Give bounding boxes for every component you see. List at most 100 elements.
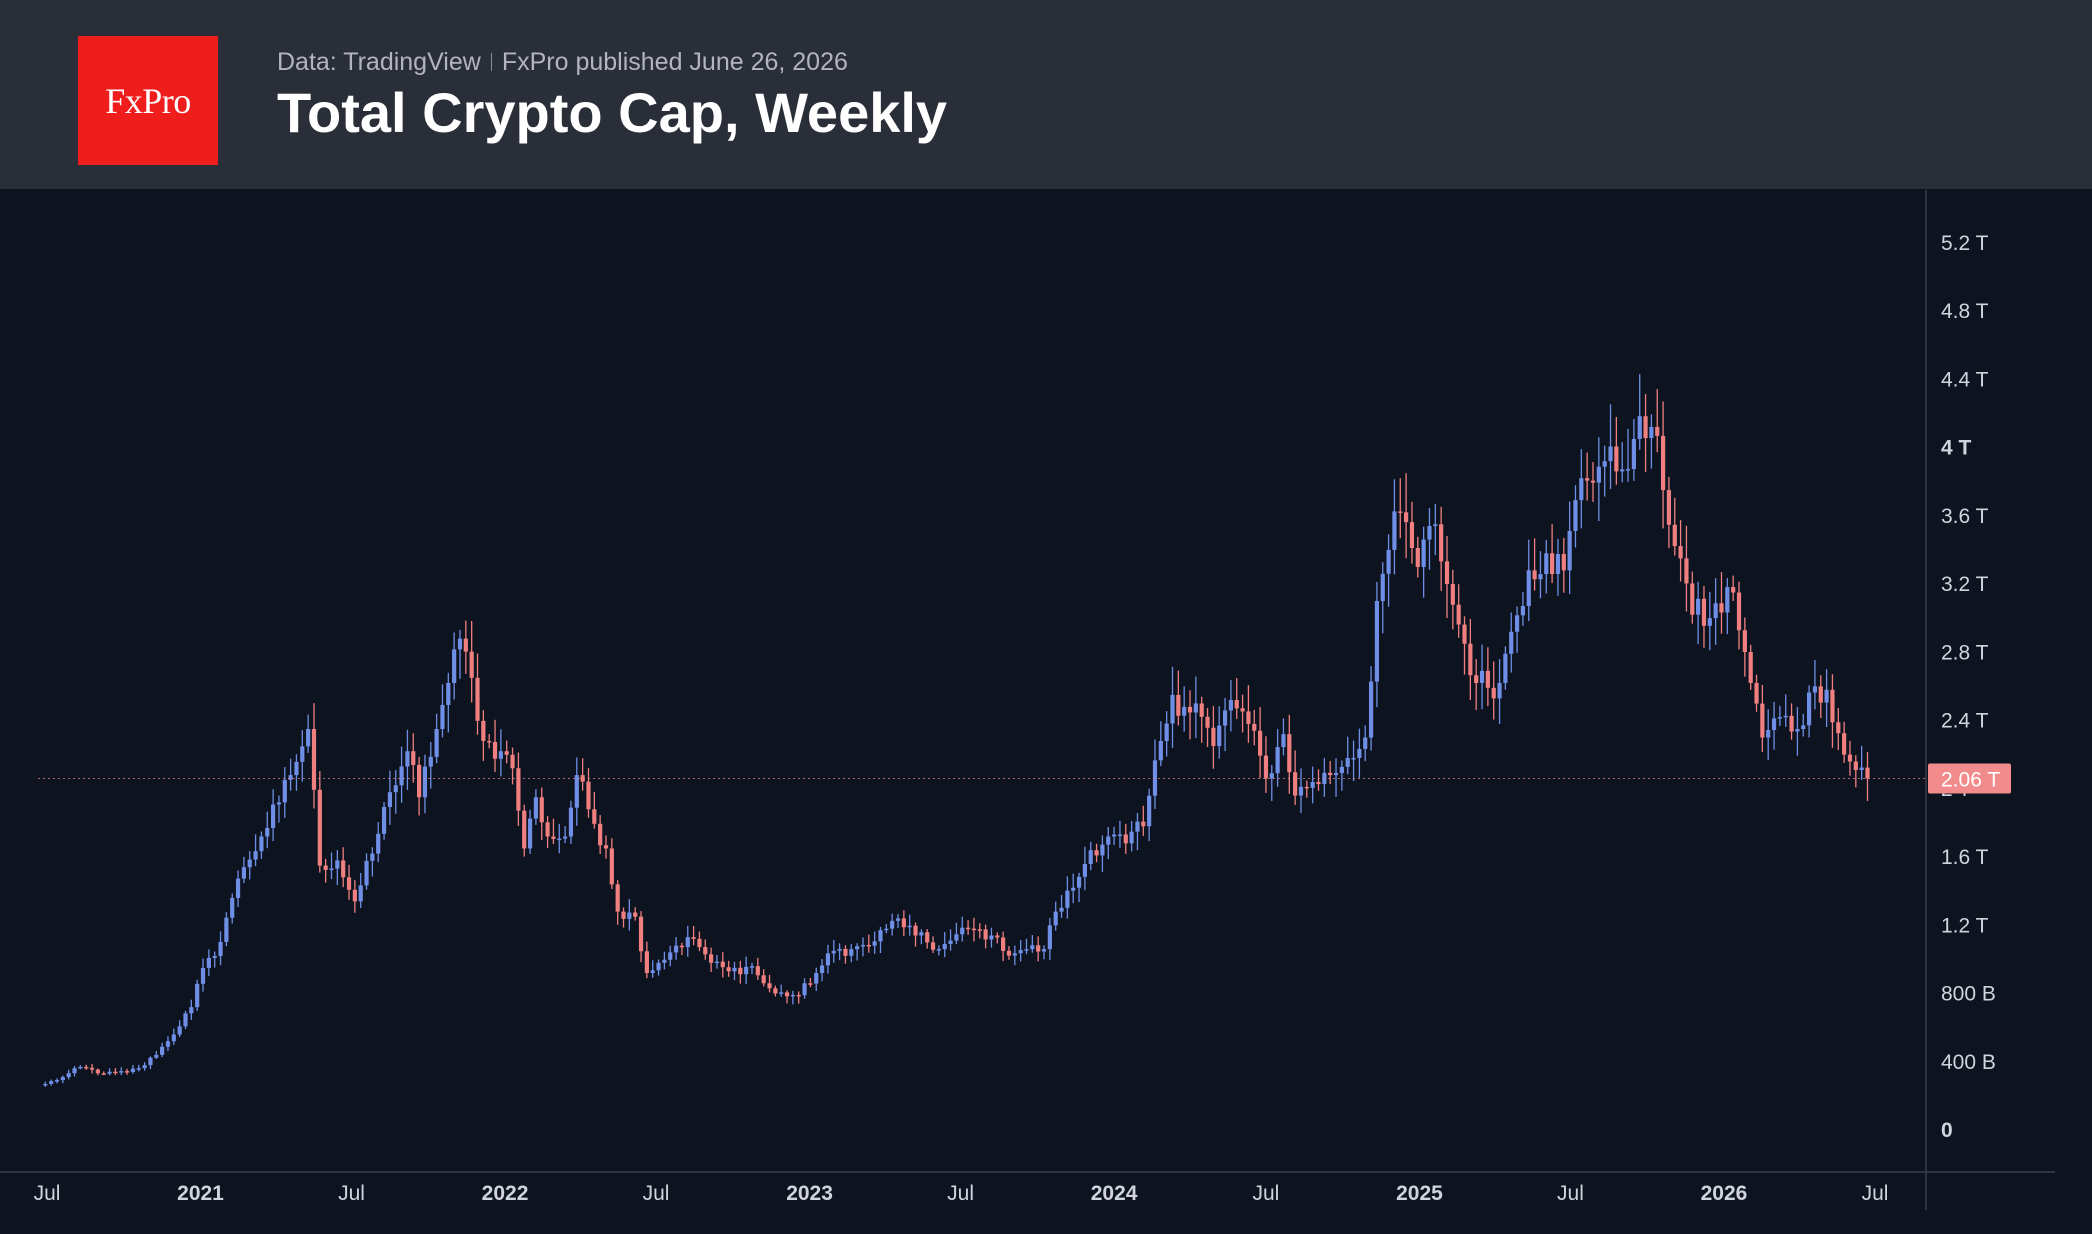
- candle-body: [767, 983, 772, 989]
- candle: [1485, 647, 1490, 707]
- candle-body: [1812, 686, 1818, 693]
- candle-body: [1433, 524, 1438, 527]
- candle: [1690, 571, 1695, 624]
- candle: [1269, 764, 1274, 802]
- candle: [1392, 479, 1397, 575]
- candle: [259, 831, 264, 859]
- candle: [644, 941, 649, 979]
- candle: [1643, 394, 1648, 472]
- candle: [1439, 506, 1444, 591]
- candle-body: [1293, 772, 1298, 796]
- candle-body: [1135, 821, 1140, 832]
- candle: [78, 1065, 83, 1070]
- candle: [1293, 750, 1298, 805]
- candle: [154, 1050, 159, 1059]
- candle-body: [1439, 524, 1444, 562]
- candle: [527, 809, 533, 854]
- candle: [749, 962, 755, 975]
- candle-body: [469, 651, 474, 678]
- candle: [335, 849, 340, 886]
- candle: [1649, 414, 1654, 469]
- candle: [276, 795, 282, 823]
- candle: [95, 1068, 100, 1076]
- candle: [1018, 939, 1023, 962]
- y-tick-label: 3.2 T: [1941, 573, 1989, 596]
- candle-body: [720, 961, 725, 968]
- candle: [1847, 740, 1853, 776]
- candle-body: [1217, 725, 1222, 747]
- candle: [1041, 945, 1047, 960]
- candle-body: [282, 779, 287, 803]
- candle-body: [1193, 703, 1198, 713]
- x-tick-label: Jul: [1253, 1182, 1280, 1205]
- candle-body: [1620, 469, 1625, 472]
- candle-body: [1240, 708, 1245, 712]
- candle: [1655, 389, 1660, 453]
- candle-body: [1637, 416, 1642, 439]
- candle-body: [177, 1026, 182, 1035]
- candle-body: [1222, 710, 1228, 726]
- candle-body: [1690, 583, 1695, 615]
- candle-body: [1509, 631, 1514, 654]
- candle: [1012, 945, 1017, 966]
- candle-body: [1696, 598, 1701, 615]
- candle: [533, 789, 539, 825]
- candle-body: [691, 937, 696, 939]
- candle: [866, 934, 871, 953]
- candle: [1322, 758, 1327, 797]
- candle-body: [417, 764, 422, 798]
- last-price-label: 2.06 T: [1941, 769, 2000, 792]
- candle: [358, 872, 363, 909]
- candle: [1252, 709, 1257, 746]
- candle-body: [317, 789, 322, 866]
- candle: [124, 1068, 130, 1075]
- candle-body: [1853, 761, 1858, 770]
- candle: [1620, 442, 1625, 483]
- candle: [960, 916, 965, 942]
- candle: [1415, 536, 1420, 578]
- chart-subtitle: Data: TradingView FxPro published June 26…: [277, 48, 848, 77]
- candle: [1228, 679, 1234, 732]
- candle: [1001, 931, 1006, 962]
- candle: [481, 710, 486, 761]
- candle-body: [1287, 734, 1292, 773]
- candle-body: [253, 851, 258, 860]
- candle-body: [1742, 630, 1747, 653]
- candle: [919, 929, 924, 945]
- candle: [352, 880, 357, 913]
- candle-body: [54, 1080, 60, 1082]
- candle: [545, 816, 550, 849]
- candle: [1304, 780, 1309, 798]
- candle-body: [773, 988, 778, 994]
- x-tick-label: 2025: [1396, 1182, 1443, 1205]
- candle-body: [650, 970, 655, 974]
- candle-body: [49, 1081, 54, 1084]
- x-tick-label: Jul: [34, 1182, 61, 1205]
- candle: [440, 684, 445, 738]
- candle: [387, 770, 393, 825]
- candle: [1701, 586, 1707, 648]
- candle: [1503, 646, 1508, 690]
- candle-body: [294, 761, 299, 776]
- candle: [1135, 813, 1140, 851]
- candle-body: [1672, 524, 1677, 547]
- candle: [925, 929, 930, 949]
- candle: [1532, 538, 1537, 591]
- candle-body: [603, 845, 609, 849]
- candle-body: [1684, 558, 1689, 584]
- candle-body: [1760, 703, 1765, 738]
- candle: [808, 977, 813, 988]
- candle: [942, 932, 947, 958]
- candle-body: [78, 1066, 83, 1069]
- time-axis-labels[interactable]: Jul 2021 Jul 2022 Jul 2023 Jul 2024 Jul 2025 Jul 20…: [34, 1182, 1889, 1205]
- candle: [1514, 606, 1520, 653]
- candle-body: [516, 768, 521, 811]
- candle-body: [119, 1071, 124, 1073]
- candle-body: [1041, 949, 1047, 952]
- candle: [971, 917, 977, 942]
- candle-body: [358, 885, 363, 902]
- candle: [936, 945, 941, 956]
- candle: [913, 922, 918, 947]
